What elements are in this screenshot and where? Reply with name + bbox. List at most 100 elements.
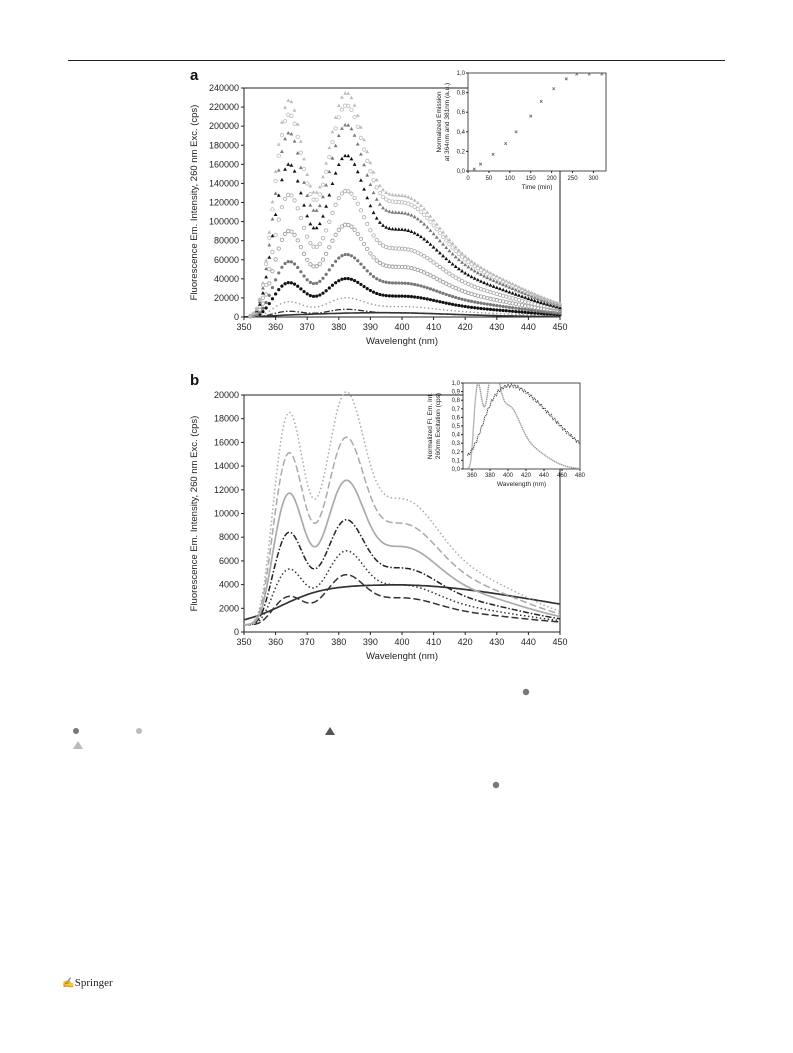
caption-filled-circle-marker (522, 688, 530, 696)
panel-a-series-6-point (371, 233, 376, 238)
panel-a-series-9-point (365, 158, 370, 163)
panel-a-series-6-point (314, 244, 319, 249)
panel-a-series-7-point (371, 210, 376, 215)
panel-a-series-7-point (292, 169, 297, 173)
panel-a-series-9-point (267, 235, 272, 240)
panel-a-series-4-point (315, 281, 319, 285)
panel-a-series-2-point (511, 313, 513, 315)
panel-a-series-3-point (523, 310, 527, 314)
panel-a-series-5-point (301, 251, 307, 257)
panel-a-series-4-point (299, 270, 303, 274)
panel-a-series-6-point (434, 262, 439, 267)
panel-a-series-2-point (522, 313, 525, 316)
panel-a-series-3-point (280, 284, 284, 288)
panel-a-series-7-point (494, 285, 499, 290)
panel-a-series-8-point (311, 208, 316, 212)
panel-b-series-group (243, 391, 561, 626)
panel-a-series-8-point (453, 254, 458, 259)
panel-a-series-8-point (289, 131, 294, 136)
panel-a-series-2-point (477, 311, 479, 314)
panel-a-series-10-point (501, 277, 506, 281)
panel-a-series-9-point (368, 169, 373, 174)
panel-a-series-3-point (447, 302, 451, 306)
panel-a-series-7-point (434, 248, 439, 252)
panel-a-series-3-point (533, 311, 537, 315)
panel-a-series-6-point (459, 278, 465, 284)
panel-a-series-4-point (504, 305, 508, 309)
panel-a-series-9-point (422, 212, 427, 217)
panel-a-series-7-point (330, 181, 335, 186)
panel-a-series-9-point (456, 251, 461, 256)
panel-a-series-4-point (305, 278, 309, 282)
panel-a-series-2-point (264, 312, 267, 315)
panel-a-series-8-point (359, 152, 363, 156)
panel-a-series-8-point (374, 197, 379, 201)
panel-a-series-2-point (431, 307, 434, 310)
panel-a-series-7-point (431, 245, 436, 249)
panel-a-series-4-point (270, 285, 275, 290)
panel-a-series-7-point (362, 187, 366, 191)
panel-a-x-tick-label: 380 (331, 322, 346, 332)
inset-b-y-tick-label: 0,1 (452, 458, 461, 464)
panel-a-series-7-point (441, 253, 445, 258)
panel-a-series-4-point (498, 304, 502, 308)
panel-a-series-2-point (541, 314, 544, 317)
caption-grey-triangle-marker (73, 741, 83, 749)
panel-a-series-5-point (327, 245, 332, 250)
panel-a-series-10-point (280, 120, 284, 124)
panel-a-series-4-point (476, 300, 480, 305)
panel-a-series-6-point (377, 241, 382, 246)
caption-filled-triangle-marker (325, 727, 335, 735)
panel-a-series-9-point (320, 182, 326, 187)
panel-a-series-9-point (276, 153, 281, 158)
panel-a-series-3-point (504, 309, 508, 313)
panel-a-series-3-point (488, 307, 493, 312)
panel-a-series-7-point (532, 298, 537, 302)
inset-b-x-tick-label: 380 (485, 473, 496, 479)
panel-a-series-3-point (422, 296, 426, 301)
panel-a-series-9-point (425, 216, 430, 221)
panel-b-y-tick-label: 10000 (214, 509, 239, 519)
panel-a-series-9-point (327, 154, 332, 160)
panel-a-series-6-point (298, 215, 303, 221)
panel-a-series-4-point (330, 263, 335, 268)
panel-a-series-2-point (397, 305, 400, 308)
panel-a-series-3-point (362, 284, 366, 289)
panel-a-series-2-point (458, 310, 460, 313)
panel-a-series-3-point (463, 304, 467, 309)
panel-a-series-8-point (466, 264, 471, 269)
panel-a-series-2-point (310, 306, 312, 308)
panel-a-series-4-point (450, 294, 455, 299)
panel-a-series-10-point (456, 248, 461, 252)
panel-a-series-10-point (535, 293, 540, 297)
panel-a-series-3-point (375, 291, 379, 296)
panel-a-series-4-point (296, 265, 300, 270)
panel-a-series-3-point (403, 294, 407, 298)
panel-a-series-7-point (349, 156, 354, 161)
panel-a-series-4-point (334, 259, 338, 263)
panel-a-series-2-point (484, 312, 487, 314)
panel-a-series-5-point (320, 257, 326, 262)
publisher-name: Springer (74, 977, 113, 989)
panel-a-series-9-point (298, 150, 303, 155)
panel-a-series-10-point (488, 270, 493, 275)
panel-a-series-2-point (317, 305, 320, 308)
panel-a-series-10-point (498, 275, 502, 280)
panel-a-series-8-point (390, 210, 395, 214)
panel-a-series-2-point (332, 299, 335, 302)
panel-a-series-2-point (260, 314, 263, 316)
panel-b-x-tick-label: 440 (521, 637, 536, 647)
panel-a-series-4-point (318, 279, 322, 283)
panel-a-series-10-point (371, 170, 376, 174)
panel-a-series-7-point (529, 297, 534, 301)
panel-a-series-8-point (548, 300, 553, 305)
panel-a-series-7-point (535, 299, 540, 303)
panel-a-series-2-point (507, 313, 509, 315)
panel-a-series-4-point (536, 309, 540, 313)
panel-a-series-10-point (510, 281, 515, 286)
publisher-footer: ✍ Springer (62, 977, 113, 990)
panel-a-series-6-point (365, 221, 370, 227)
panel-a-series-3-point (267, 301, 271, 306)
panel-a-series-4-point (409, 282, 414, 286)
panel-a-series-10-point (551, 299, 556, 304)
